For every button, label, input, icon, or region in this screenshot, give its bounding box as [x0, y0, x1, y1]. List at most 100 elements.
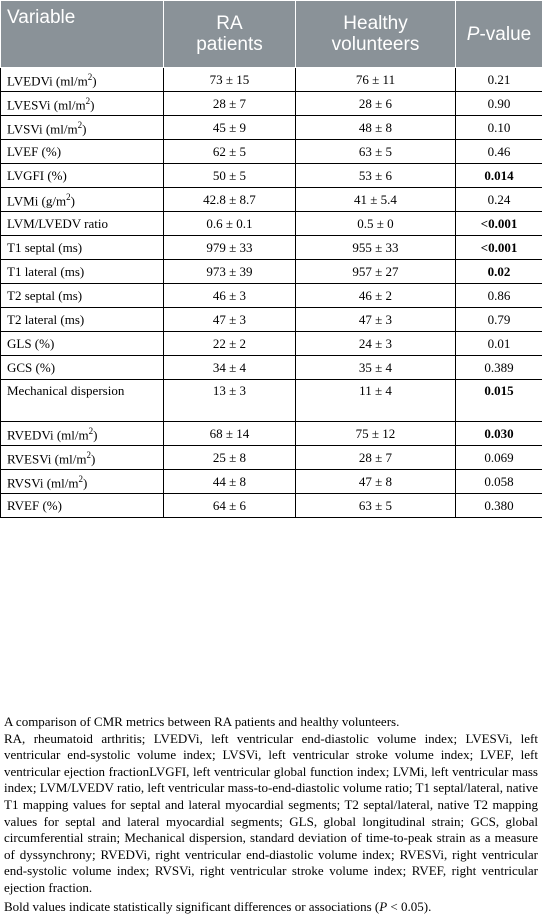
cell-variable: RVSVi (ml/m2) — [1, 470, 164, 494]
cell-p-value: 0.46 — [456, 140, 542, 164]
cell-ra-patients: 47 ± 3 — [164, 308, 296, 332]
cell-healthy-volunteers: 47 ± 8 — [296, 470, 456, 494]
cell-p-value: 0.030 — [456, 422, 542, 446]
cell-healthy-volunteers: 28 ± 7 — [296, 446, 456, 470]
cell-variable: RVESVi (ml/m2) — [1, 446, 164, 470]
cell-ra-patients: 73 ± 15 — [164, 68, 296, 92]
cell-ra-patients: 42.8 ± 8.7 — [164, 188, 296, 212]
cell-healthy-volunteers: 75 ± 12 — [296, 422, 456, 446]
cell-ra-patients: 973 ± 39 — [164, 260, 296, 284]
cell-p-value: 0.02 — [456, 260, 542, 284]
cell-p-value: 0.380 — [456, 494, 542, 518]
cell-healthy-volunteers: 53 ± 6 — [296, 164, 456, 188]
cell-p-value: 0.389 — [456, 356, 542, 380]
header-variable: Variable — [1, 1, 164, 68]
cell-variable: T1 lateral (ms) — [1, 260, 164, 284]
cell-healthy-volunteers: 0.5 ± 0 — [296, 212, 456, 236]
cell-ra-patients: 22 ± 2 — [164, 332, 296, 356]
cell-p-value: <0.001 — [456, 212, 542, 236]
cell-variable: T1 septal (ms) — [1, 236, 164, 260]
cell-p-value: 0.24 — [456, 188, 542, 212]
cell-healthy-volunteers: 48 ± 8 — [296, 116, 456, 140]
cell-ra-patients: 68 ± 14 — [164, 422, 296, 446]
header-p-value: P-value — [456, 1, 542, 68]
cell-ra-patients: 0.6 ± 0.1 — [164, 212, 296, 236]
cell-variable: LVM/LVEDV ratio — [1, 212, 164, 236]
cell-healthy-volunteers: 955 ± 33 — [296, 236, 456, 260]
cell-p-value: 0.01 — [456, 332, 542, 356]
cell-variable: LVEF (%) — [1, 140, 164, 164]
cell-p-value: 0.058 — [456, 470, 542, 494]
table-caption: A comparison of CMR metrics between RA p… — [4, 714, 538, 731]
cell-p-value: 0.86 — [456, 284, 542, 308]
cell-healthy-volunteers: 11 ± 4 — [296, 380, 456, 422]
cell-ra-patients: 979 ± 33 — [164, 236, 296, 260]
cell-variable: GCS (%) — [1, 356, 164, 380]
cell-ra-patients: 50 ± 5 — [164, 164, 296, 188]
cell-healthy-volunteers: 41 ± 5.4 — [296, 188, 456, 212]
cell-p-value: 0.10 — [456, 116, 542, 140]
cell-healthy-volunteers: 28 ± 6 — [296, 92, 456, 116]
cell-healthy-volunteers: 24 ± 3 — [296, 332, 456, 356]
cell-ra-patients: 28 ± 7 — [164, 92, 296, 116]
cell-ra-patients: 13 ± 3 — [164, 380, 296, 422]
cell-healthy-volunteers: 76 ± 11 — [296, 68, 456, 92]
cell-healthy-volunteers: 63 ± 5 — [296, 494, 456, 518]
cell-variable: T2 lateral (ms) — [1, 308, 164, 332]
bold-values-note: Bold values indicate statistically signi… — [4, 899, 538, 915]
cell-variable: LVMi (g/m2) — [1, 188, 164, 212]
cell-variable: LVEDVi (ml/m2) — [1, 68, 164, 92]
cell-ra-patients: 62 ± 5 — [164, 140, 296, 164]
cell-variable: LVGFI (%) — [1, 164, 164, 188]
table-notes: A comparison of CMR metrics between RA p… — [4, 714, 538, 915]
cell-variable: T2 septal (ms) — [1, 284, 164, 308]
cell-variable: LVESVi (ml/m2) — [1, 92, 164, 116]
cell-p-value: <0.001 — [456, 236, 542, 260]
cell-variable: GLS (%) — [1, 332, 164, 356]
cell-p-value: 0.79 — [456, 308, 542, 332]
cell-p-value: 0.069 — [456, 446, 542, 470]
cell-healthy-volunteers: 957 ± 27 — [296, 260, 456, 284]
cell-ra-patients: 44 ± 8 — [164, 470, 296, 494]
cell-p-value: 0.90 — [456, 92, 542, 116]
cell-healthy-volunteers: 35 ± 4 — [296, 356, 456, 380]
cell-p-value: 0.014 — [456, 164, 542, 188]
cell-healthy-volunteers: 47 ± 3 — [296, 308, 456, 332]
cell-variable: Mechanical dispersion — [1, 380, 164, 422]
abbreviation-note: RA, rheumatoid arthritis; LVEDVi, left v… — [4, 731, 538, 897]
cell-ra-patients: 45 ± 9 — [164, 116, 296, 140]
cell-p-value: 0.21 — [456, 68, 542, 92]
cell-variable: LVSVi (ml/m2) — [1, 116, 164, 140]
cell-ra-patients: 46 ± 3 — [164, 284, 296, 308]
cell-ra-patients: 64 ± 6 — [164, 494, 296, 518]
cell-healthy-volunteers: 46 ± 2 — [296, 284, 456, 308]
cell-variable: RVEF (%) — [1, 494, 164, 518]
cell-healthy-volunteers: 63 ± 5 — [296, 140, 456, 164]
cell-ra-patients: 34 ± 4 — [164, 356, 296, 380]
cell-ra-patients: 25 ± 8 — [164, 446, 296, 470]
cell-variable: RVEDVi (ml/m2) — [1, 422, 164, 446]
